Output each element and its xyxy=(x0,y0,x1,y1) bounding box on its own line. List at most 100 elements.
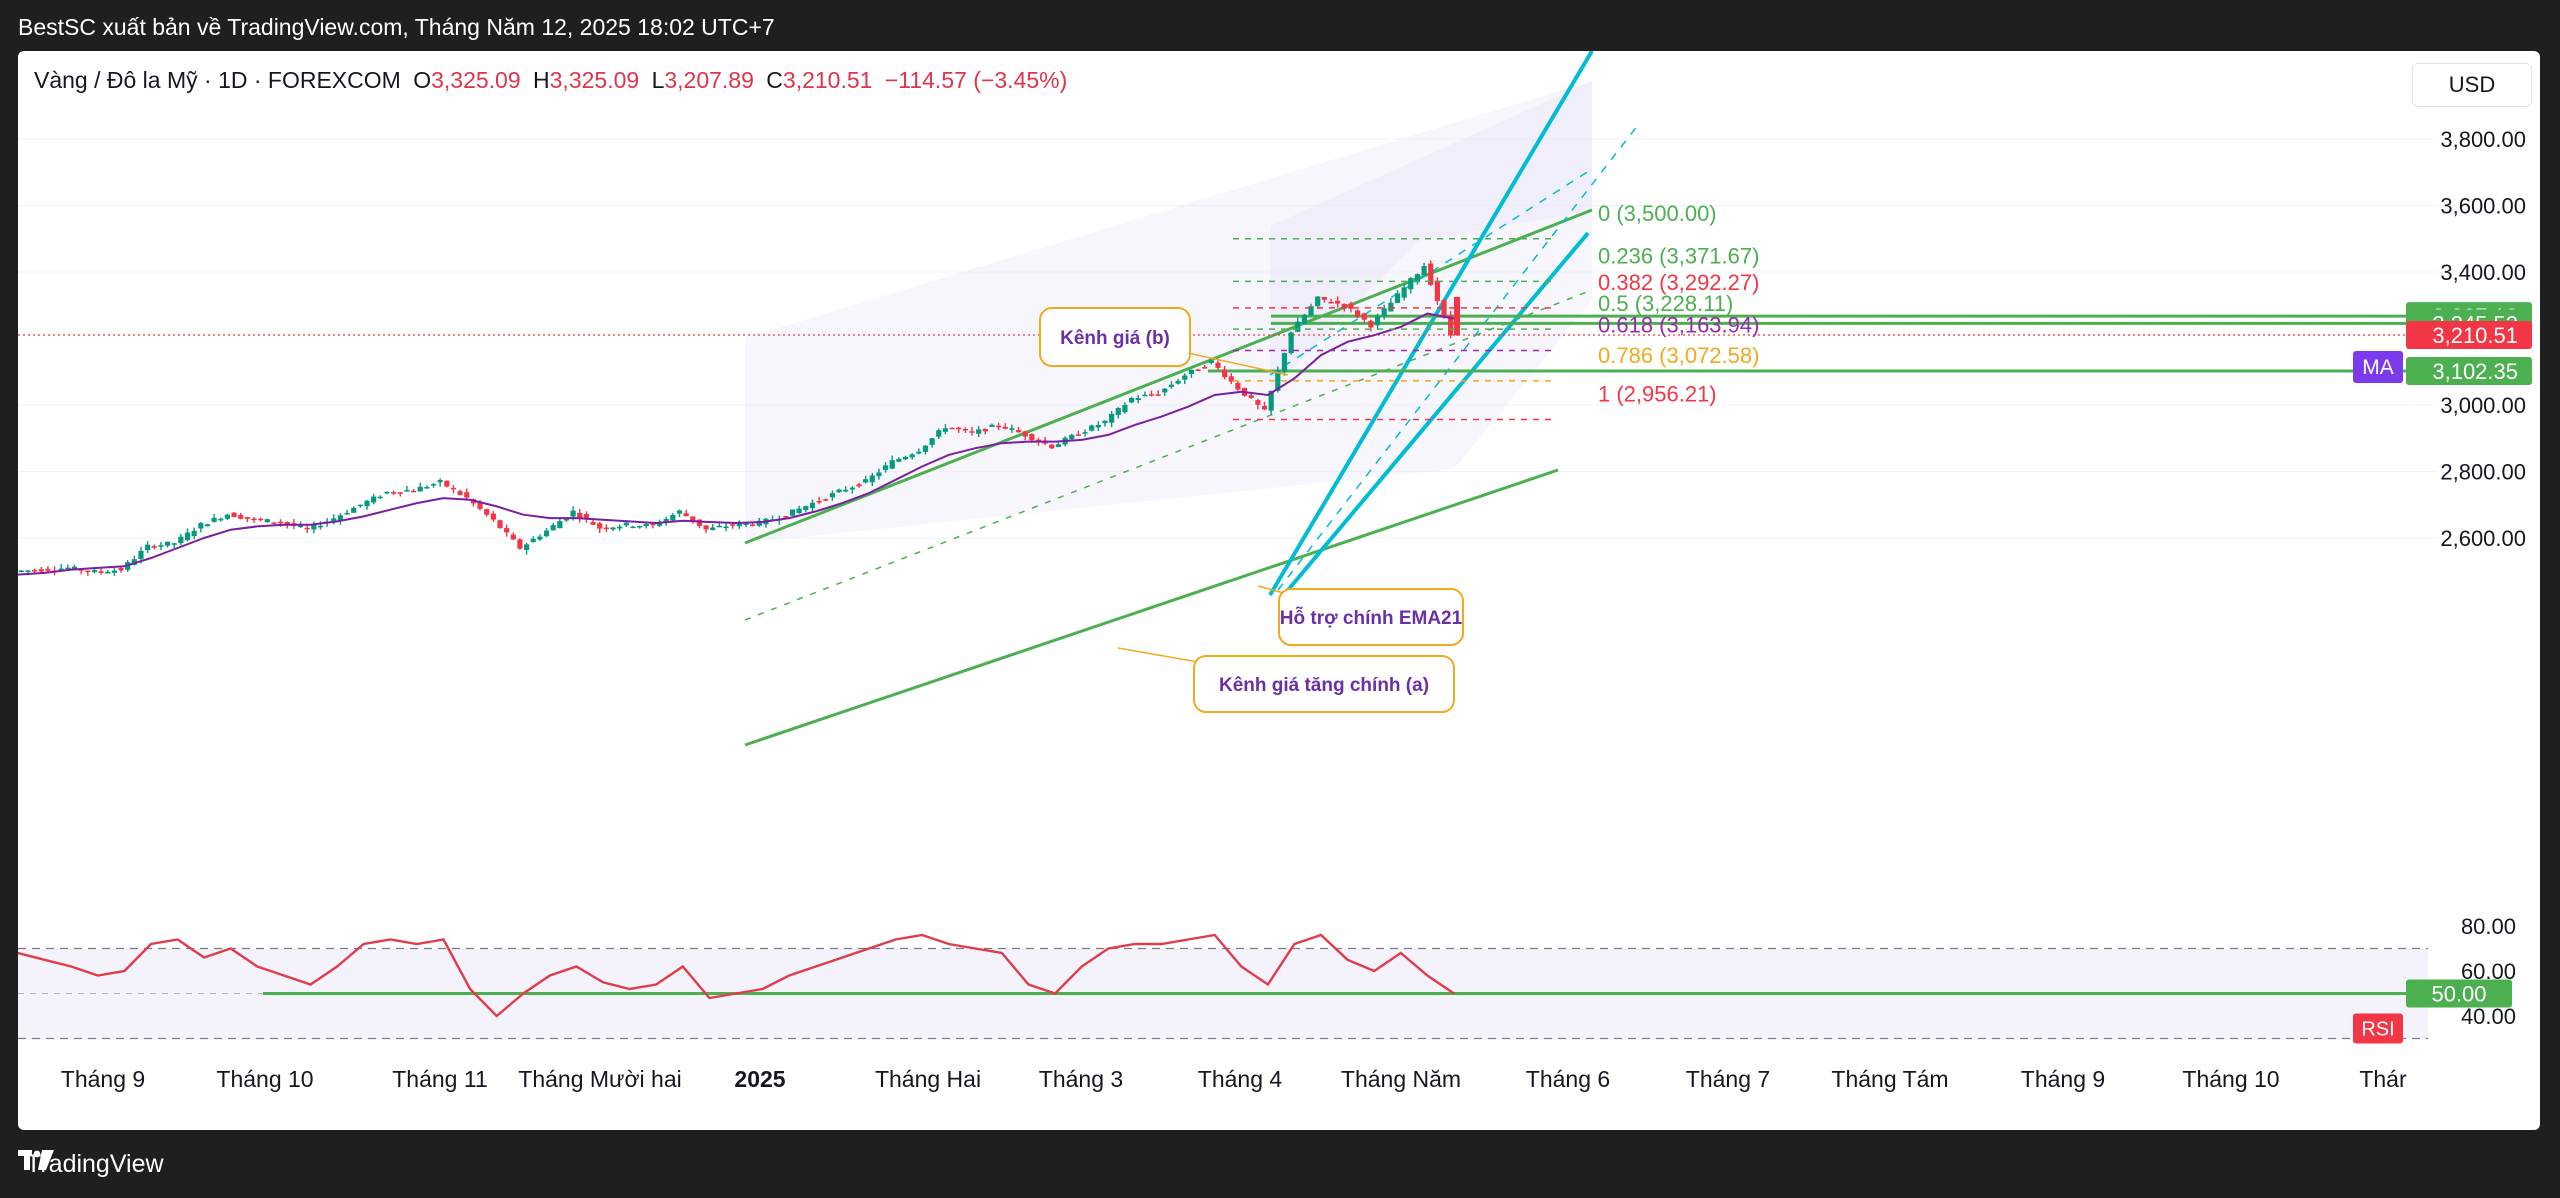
candle-body xyxy=(1188,369,1194,374)
candle-body xyxy=(823,499,829,501)
price-badge-label: 3,210.51 xyxy=(2432,323,2518,348)
channel-b-lower-line xyxy=(1286,231,1590,592)
time-axis-label: Tháng 10 xyxy=(2182,1066,2279,1092)
candle-body xyxy=(1335,300,1341,304)
candle-body xyxy=(1009,428,1015,430)
time-axis-label: 2025 xyxy=(734,1066,785,1092)
candle-body xyxy=(444,480,450,487)
price-tick-label: 2,600.00 xyxy=(2440,526,2526,551)
candle-body xyxy=(211,517,217,522)
candle-body xyxy=(643,523,649,527)
channel-a-lower-line xyxy=(744,468,1559,747)
candle-body xyxy=(750,524,756,526)
candle-body xyxy=(337,515,344,521)
price-badge-label: 3,102.35 xyxy=(2432,359,2518,384)
price-axis: 3,800.00 3,600.00 3,400.00 3,000.00 2,800.00… xyxy=(2353,127,2532,1044)
candle-body xyxy=(131,559,137,565)
ma-badge-label: MA xyxy=(2362,356,2394,379)
candle-body xyxy=(796,508,802,514)
high-value: 3,325.09 xyxy=(549,67,640,93)
rsi-value-badge-label: 50.00 xyxy=(2431,982,2486,1007)
candle-body xyxy=(570,510,576,517)
candle-body xyxy=(178,536,184,544)
price-tick-label: 2,800.00 xyxy=(2440,460,2526,485)
fibonacci-levels: 0 (3,500.00) 0.236 (3,371.67)0.382 (3,292… xyxy=(1233,201,1759,421)
candle-body xyxy=(258,518,264,521)
candle-body xyxy=(271,522,277,524)
candle-body xyxy=(138,550,144,560)
candle-body xyxy=(1414,274,1421,283)
candle-body xyxy=(38,569,44,572)
candle-body xyxy=(1102,420,1108,424)
candle-body xyxy=(417,486,423,492)
price-tick-label: 3,800.00 xyxy=(2440,127,2526,152)
candle-body xyxy=(989,424,995,427)
candle-body xyxy=(464,492,470,498)
candle-body xyxy=(364,500,370,507)
candle-body xyxy=(497,520,503,529)
annotation-ema21-box xyxy=(1278,588,1464,646)
time-axis: Tháng 9 Tháng 10 Tháng 11 Tháng Mười hai 202… xyxy=(61,1066,2407,1092)
candle-body xyxy=(909,454,915,458)
candle-body xyxy=(198,522,204,529)
low-label: L xyxy=(651,67,665,93)
annotation-ema21-text: Hỗ trợ chính EMA21 xyxy=(1280,607,1463,629)
candle-body xyxy=(543,530,550,537)
candle-body xyxy=(105,572,111,574)
candle-body xyxy=(1281,353,1288,372)
candle-body xyxy=(377,496,383,499)
candle-body xyxy=(1341,303,1347,308)
candle-body xyxy=(85,570,91,573)
currency-button[interactable]: USD xyxy=(2412,63,2532,107)
candle-body xyxy=(118,568,124,571)
candle-body xyxy=(982,428,988,432)
candle-body xyxy=(617,526,623,529)
candle-body xyxy=(311,524,317,530)
candle-body xyxy=(504,528,510,533)
candle-body xyxy=(58,568,64,571)
candle-body xyxy=(404,490,410,492)
candle-body xyxy=(1401,287,1407,298)
candle-body xyxy=(151,546,157,548)
channel-a-upper-line xyxy=(744,208,1593,545)
time-axis-label: Thár xyxy=(2359,1066,2407,1092)
candle-body xyxy=(889,460,895,469)
candle-body xyxy=(1381,308,1387,317)
candle-body xyxy=(683,513,689,517)
candle-body xyxy=(1301,315,1308,324)
candle-body xyxy=(65,567,71,570)
candle-body xyxy=(690,516,696,522)
candle-body xyxy=(1208,360,1214,364)
candle-body xyxy=(1215,362,1221,368)
candle-body xyxy=(1361,313,1367,320)
fib-level-label: 0 (3,500.00) xyxy=(1598,201,1717,226)
candle-body xyxy=(344,513,350,515)
chart-panel[interactable]: 0 (3,500.00) 0.236 (3,371.67) 0.382 (3,292… xyxy=(18,51,2540,1130)
rsi-value-badge xyxy=(2406,979,2512,1008)
candle-body xyxy=(736,522,742,527)
candle-body xyxy=(1394,293,1401,303)
publisher-line: BestSC xuất bản về TradingView.com, Thán… xyxy=(18,14,775,40)
price-tick-label: 3,600.00 xyxy=(2440,194,2526,219)
change-value: −114.57 (−3.45%) xyxy=(884,67,1068,93)
candle-body xyxy=(1095,424,1101,428)
candle-body xyxy=(164,541,171,546)
candle-body xyxy=(756,520,762,526)
chart-svg[interactable]: 0 (3,500.00) 0.236 (3,371.67)0.382 (3,292… xyxy=(18,51,2540,1130)
candle-body xyxy=(1049,444,1055,449)
candle-body xyxy=(1261,405,1268,410)
candle-body xyxy=(783,516,789,518)
ma-badge xyxy=(2353,351,2403,383)
candle-body xyxy=(1222,369,1228,378)
candle-body xyxy=(1135,398,1141,401)
candle-body xyxy=(789,509,796,516)
candle-body xyxy=(71,566,78,570)
tradingview-branding[interactable]: TradingView xyxy=(18,1150,164,1179)
candle-body xyxy=(1295,321,1301,332)
ema21-polyline xyxy=(18,312,1455,576)
candle-body xyxy=(876,472,882,477)
candle-body xyxy=(603,527,609,530)
close-value: 3,210.51 xyxy=(782,67,873,93)
candle-body xyxy=(1288,332,1294,354)
symbol-title: Vàng / Đô la Mỹ · 1D · FOREXCOM xyxy=(34,67,401,93)
